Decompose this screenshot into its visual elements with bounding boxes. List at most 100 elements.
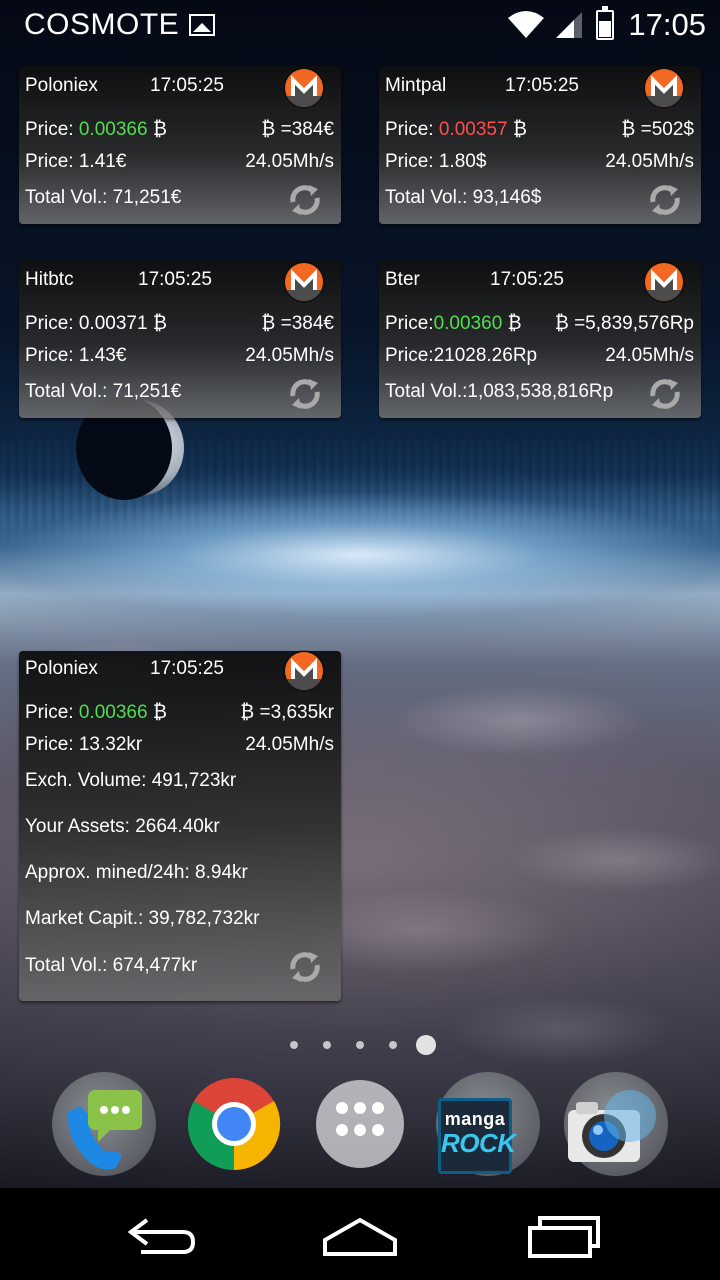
- price-btc-label: Price: 0.00366 ₿: [25, 702, 167, 724]
- manga-rock-app-icon[interactable]: manga ROCK: [436, 1072, 540, 1176]
- btc-rate: ₿ =502$: [621, 119, 694, 141]
- widget-time: 17:05:25: [150, 658, 224, 679]
- price-btc-value: 0.00366: [78, 119, 148, 140]
- navigation-bar: [0, 1188, 720, 1280]
- price-widget-poloniex[interactable]: Poloniex 17:05:25 Price: 0.00366 ₿ ₿ =384€ P…: [19, 66, 341, 224]
- wifi-icon: [508, 11, 545, 38]
- btc-rate-value: =5,839,576Rp: [574, 313, 694, 334]
- messaging-app-icon[interactable]: [52, 1072, 156, 1176]
- price-label: Price:: [385, 313, 434, 334]
- price-fiat: Price: 1.43€: [25, 345, 127, 366]
- btc-rate-value: =3,635kr: [259, 702, 334, 723]
- refresh-icon[interactable]: [647, 182, 683, 218]
- carrier-name: COSMOTE: [24, 8, 180, 41]
- market-cap: Market Capit.: 39,782,732kr: [25, 908, 260, 929]
- signal-icon: [556, 12, 583, 38]
- total-volume: Total Vol.: 71,251€: [25, 381, 182, 402]
- big-price-widget[interactable]: Poloniex 17:05:25 Price: 0.00366 ₿ ₿ =3,…: [19, 651, 341, 1001]
- price-fiat: Price: 13.32kr: [25, 734, 143, 755]
- bitcoin-icon: ₿: [554, 313, 569, 334]
- refresh-icon[interactable]: [287, 376, 323, 412]
- hashrate: 24.05Mh/s: [245, 345, 334, 366]
- recent-apps-button[interactable]: [518, 1206, 608, 1262]
- btc-rate: ₿ =384€: [261, 313, 334, 335]
- manga-rock-logo: manga ROCK: [438, 1098, 516, 1174]
- widget-exchange-name: Poloniex: [25, 75, 98, 96]
- apps-grid-dot: [372, 1102, 384, 1114]
- price-btc-label: Price: 0.00357 ₿: [385, 119, 527, 141]
- widget-exchange-name: Hitbtc: [25, 269, 74, 290]
- bitcoin-icon: ₿: [240, 702, 255, 723]
- price-fiat: Price: 1.41€: [25, 151, 127, 172]
- apps-grid-dot: [354, 1102, 366, 1114]
- manga-rock-label-bottom: ROCK: [441, 1128, 516, 1158]
- manga-rock-label-top: manga: [444, 1109, 506, 1129]
- hashrate: 24.05Mh/s: [605, 345, 694, 366]
- btc-rate-value: =384€: [280, 313, 334, 334]
- page-indicator[interactable]: [0, 1034, 720, 1056]
- widget-time: 17:05:25: [150, 75, 224, 96]
- price-widget-hitbtc[interactable]: Hitbtc 17:05:25 Price: 0.00371 ₿ ₿ =384€ Pri…: [19, 260, 341, 418]
- monero-icon: [645, 69, 683, 107]
- chrome-icon: [187, 1077, 281, 1171]
- phone-messaging-icon: [67, 1090, 142, 1170]
- btc-rate-value: =502$: [640, 119, 694, 140]
- bitcoin-icon: ₿: [621, 119, 636, 140]
- widget-time: 17:05:25: [505, 75, 579, 96]
- page-dot[interactable]: [389, 1041, 397, 1049]
- back-button[interactable]: [115, 1206, 205, 1262]
- widget-time: 17:05:25: [490, 269, 564, 290]
- price-label: Price:: [25, 313, 74, 334]
- bitcoin-icon: ₿: [261, 119, 276, 140]
- page-dot[interactable]: [323, 1041, 331, 1049]
- camera-app-icon[interactable]: [564, 1072, 668, 1176]
- hashrate: 24.05Mh/s: [605, 151, 694, 172]
- price-widget-bter[interactable]: Bter 17:05:25 Price:0.00360 ₿ ₿ =5,839,576R…: [379, 260, 701, 418]
- page-dot[interactable]: [290, 1041, 298, 1049]
- bitcoin-icon: ₿: [507, 313, 522, 334]
- price-btc-label: Price: 0.00371 ₿: [25, 313, 167, 335]
- price-label: Price:: [25, 702, 74, 723]
- monero-icon: [645, 263, 683, 301]
- bitcoin-icon: ₿: [152, 313, 167, 334]
- refresh-icon[interactable]: [287, 182, 323, 218]
- status-clock: 17:05: [628, 7, 706, 42]
- btc-rate: ₿ =5,839,576Rp: [555, 313, 694, 335]
- hashrate: 24.05Mh/s: [245, 734, 334, 755]
- page-dot[interactable]: [356, 1041, 364, 1049]
- price-btc-value: 0.00360: [433, 313, 503, 334]
- hashrate: 24.05Mh/s: [245, 151, 334, 172]
- your-assets: Your Assets: 2664.40kr: [25, 816, 220, 837]
- bitcoin-icon: ₿: [512, 119, 527, 140]
- btc-rate: ₿ =384€: [261, 119, 334, 141]
- app-drawer-button[interactable]: [316, 1080, 404, 1168]
- apps-grid-dot: [336, 1102, 348, 1114]
- total-volume: Total Vol.:1,083,538,816Rp: [385, 381, 614, 402]
- battery-icon: [596, 6, 615, 40]
- chrome-app-icon[interactable]: [182, 1072, 286, 1176]
- btc-rate: ₿ =3,635kr: [240, 702, 334, 724]
- price-fiat: Price:21028.26Rp: [385, 345, 538, 366]
- apps-grid-dot: [336, 1124, 348, 1136]
- price-widget-mintpal[interactable]: Mintpal 17:05:25 Price: 0.00357 ₿ ₿ =502$ Pr…: [379, 66, 701, 224]
- widget-exchange-name: Bter: [385, 269, 420, 290]
- price-btc-value: 0.00366: [78, 702, 148, 723]
- total-volume: Total Vol.: 93,146$: [385, 187, 542, 208]
- image-notification-icon: [189, 14, 216, 36]
- widget-time: 17:05:25: [138, 269, 212, 290]
- bitcoin-icon: ₿: [261, 313, 276, 334]
- apps-grid-dot: [354, 1124, 366, 1136]
- bitcoin-icon: ₿: [152, 119, 167, 140]
- monero-icon: [285, 652, 323, 690]
- status-bar: COSMOTE 17:05: [0, 0, 720, 50]
- monero-icon: [285, 263, 323, 301]
- price-btc-value: 0.00357: [438, 119, 508, 140]
- exchange-volume: Exch. Volume: 491,723kr: [25, 770, 237, 791]
- price-btc-value: 0.00371: [78, 313, 148, 334]
- refresh-icon[interactable]: [287, 949, 323, 985]
- home-button[interactable]: [315, 1206, 405, 1262]
- bitcoin-icon: ₿: [152, 702, 167, 723]
- refresh-icon[interactable]: [647, 376, 683, 412]
- widget-exchange-name: Poloniex: [25, 658, 98, 679]
- page-dot-active[interactable]: [416, 1035, 436, 1055]
